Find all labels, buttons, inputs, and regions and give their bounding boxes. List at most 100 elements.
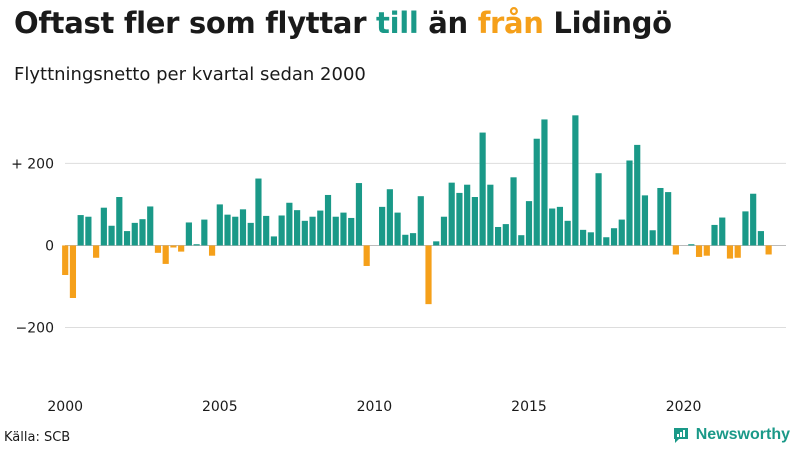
bar-2009-K4: 2009 K4: -50	[363, 245, 370, 266]
x-tick-label: 2000	[47, 399, 83, 415]
bar-2015-K2: 2015 K2: 260	[533, 138, 540, 246]
bar-2021-K2: 2021 K2: 68	[719, 217, 726, 246]
bar-2001-K3: 2001 K3: 48	[108, 225, 115, 246]
bar-2000-K1: 2000 K1: -72	[62, 245, 69, 275]
bar-2014-K1: 2014 K1: 45	[494, 226, 502, 246]
bar-2016-K1: 2016 K1: 94	[556, 206, 564, 246]
bar-2008-K4: 2008 K4: 70	[332, 216, 339, 246]
bar-2019-K1: 2019 K1: 37	[649, 230, 656, 246]
brand-name: Newsworthy	[695, 426, 790, 443]
bar-series: 2000 K1: -722000 K2: -1282000 K3: 742000…	[62, 115, 772, 305]
bar-2012-K3: 2012 K3: 153	[448, 182, 455, 246]
bar-2021-K3: 2021 K3: -32	[726, 245, 734, 259]
bar-2003-K3: 2003 K3: -5	[170, 245, 177, 248]
bar-2019-K4: 2019 K4: -22	[672, 245, 679, 255]
bar-2009-K2: 2009 K2: 67	[348, 217, 355, 246]
bar-2004-K3: 2004 K3: 63	[201, 219, 208, 246]
bar-2020-K2: 2020 K2: 3	[688, 244, 695, 246]
bar-2021-K1: 2021 K1: 50	[711, 224, 718, 246]
bar-2003-K4: 2003 K4: -15	[178, 245, 185, 252]
bar-2004-K1: 2004 K1: 56	[185, 222, 192, 246]
bar-2000-K2: 2000 K2: -128	[69, 245, 77, 298]
bar-2014-K4: 2014 K4: 25	[518, 235, 525, 246]
title-part-1: Oftast fler som flyttar	[14, 6, 376, 40]
bar-2018-K4: 2018 K4: 122	[641, 195, 649, 246]
bar-2001-K2: 2001 K2: 92	[100, 207, 107, 246]
bar-2011-K3: 2011 K3: 120	[417, 196, 424, 246]
bar-2005-K1: 2005 K1: 100	[216, 204, 223, 246]
bar-2006-K1: 2006 K1: 55	[247, 222, 254, 246]
brand-logo: Newsworthy	[672, 426, 790, 444]
title-word-till: till	[376, 6, 419, 40]
x-axis-ticks: 2000 2005 2010 2015 2020	[47, 399, 701, 415]
y-tick-label: 0	[45, 238, 54, 254]
bar-2013-K1: 2013 K1: 148	[464, 184, 471, 246]
bar-2018-K2: 2018 K2: 207	[626, 160, 633, 246]
bar-2006-K2: 2006 K2: 163	[255, 178, 262, 246]
bar-2018-K1: 2018 K1: 63	[618, 219, 625, 246]
bar-2015-K4: 2015 K4: 90	[549, 208, 556, 246]
bar-2007-K2: 2007 K2: 104	[286, 202, 293, 246]
bar-2009-K1: 2009 K1: 80	[340, 212, 347, 246]
bar-2010-K3: 2010 K3: 137	[386, 189, 393, 246]
x-tick-label: 2015	[511, 399, 547, 415]
bar-2008-K2: 2008 K2: 85	[317, 210, 324, 246]
bar-2019-K3: 2019 K3: 130	[665, 192, 672, 246]
chart-title: Oftast fler som flyttar till än från Lid…	[14, 6, 672, 40]
bar-2013-K2: 2013 K2: 118	[471, 197, 478, 246]
bar-2022-K3: 2022 K3: 35	[757, 231, 764, 246]
bar-2020-K3: 2020 K3: -28	[695, 245, 703, 257]
bar-2015-K3: 2015 K3: 307	[541, 119, 548, 246]
bar-2006-K4: 2006 K4: 22	[270, 236, 277, 246]
bar-2013-K4: 2013 K4: 148	[487, 184, 494, 246]
bar-2016-K3: 2016 K3: 317	[572, 115, 579, 246]
bar-2008-K3: 2008 K3: 123	[324, 194, 332, 246]
bar-2022-K2: 2022 K2: 126	[750, 193, 757, 246]
bar-2006-K3: 2006 K3: 72	[263, 215, 270, 246]
title-part-3: än	[418, 6, 478, 40]
bar-2007-K4: 2007 K4: 60	[301, 220, 308, 246]
bar-2012-K2: 2012 K2: 70	[440, 216, 448, 246]
x-tick-label: 2005	[202, 399, 238, 415]
bar-2010-K2: 2010 K2: 94	[379, 206, 386, 246]
bar-2005-K2: 2005 K2: 75	[224, 214, 231, 246]
bar-2016-K4: 2016 K4: 38	[580, 229, 587, 246]
bar-2004-K4: 2004 K4: -25	[208, 245, 216, 256]
y-axis-ticks: + 200 0 −200	[11, 156, 54, 336]
bar-2000-K3: 2000 K3: 74	[77, 215, 84, 246]
bar-2017-K2: 2017 K2: 176	[595, 173, 602, 246]
bar-2000-K4: 2000 K4: 70	[85, 216, 92, 246]
bar-2018-K3: 2018 K3: 245	[634, 144, 641, 246]
bar-2013-K3: 2013 K3: 275	[479, 132, 486, 246]
bar-2017-K3: 2017 K3: 20	[603, 237, 610, 246]
newsworthy-logo-icon	[673, 428, 688, 443]
bar-2014-K3: 2014 K3: 166	[510, 177, 517, 246]
bar-2003-K1: 2003 K1: -18	[154, 245, 162, 253]
bar-2008-K1: 2008 K1: 70	[309, 216, 316, 246]
bar-2011-K4: 2011 K4: -143	[425, 245, 432, 305]
bar-2010-K4: 2010 K4: 80	[394, 212, 401, 246]
bar-2014-K2: 2014 K2: 52	[502, 224, 509, 246]
source-note: Källa: SCB	[4, 430, 71, 445]
bar-2005-K4: 2005 K4: 88	[239, 209, 247, 246]
bar-2019-K2: 2019 K2: 140	[657, 187, 664, 246]
x-tick-label: 2020	[666, 399, 702, 415]
bar-2011-K1: 2011 K1: 26	[402, 234, 409, 246]
bar-2005-K3: 2005 K3: 70	[232, 216, 239, 246]
bar-2003-K2: 2003 K2: -45	[162, 245, 169, 264]
bar-2004-K2: 2004 K2: 3	[193, 244, 200, 246]
bar-2001-K1: 2001 K1: -30	[93, 245, 100, 258]
bar-2012-K4: 2012 K4: 128	[456, 192, 463, 246]
bar-2012-K1: 2012 K1: 10	[433, 241, 440, 246]
bar-2009-K3: 2009 K3: 152	[355, 183, 363, 246]
bar-2020-K4: 2020 K4: -25	[703, 245, 710, 256]
bar-2016-K2: 2016 K2: 60	[564, 220, 571, 246]
bar-2017-K4: 2017 K4: 42	[610, 228, 618, 246]
bar-2017-K1: 2017 K1: 32	[587, 232, 594, 246]
bar-2015-K1: 2015 K1: 108	[525, 201, 533, 246]
chart-subtitle: Flyttningsnetto per kvartal sedan 2000	[14, 64, 366, 85]
bar-2022-K1: 2022 K1: 83	[742, 211, 749, 246]
